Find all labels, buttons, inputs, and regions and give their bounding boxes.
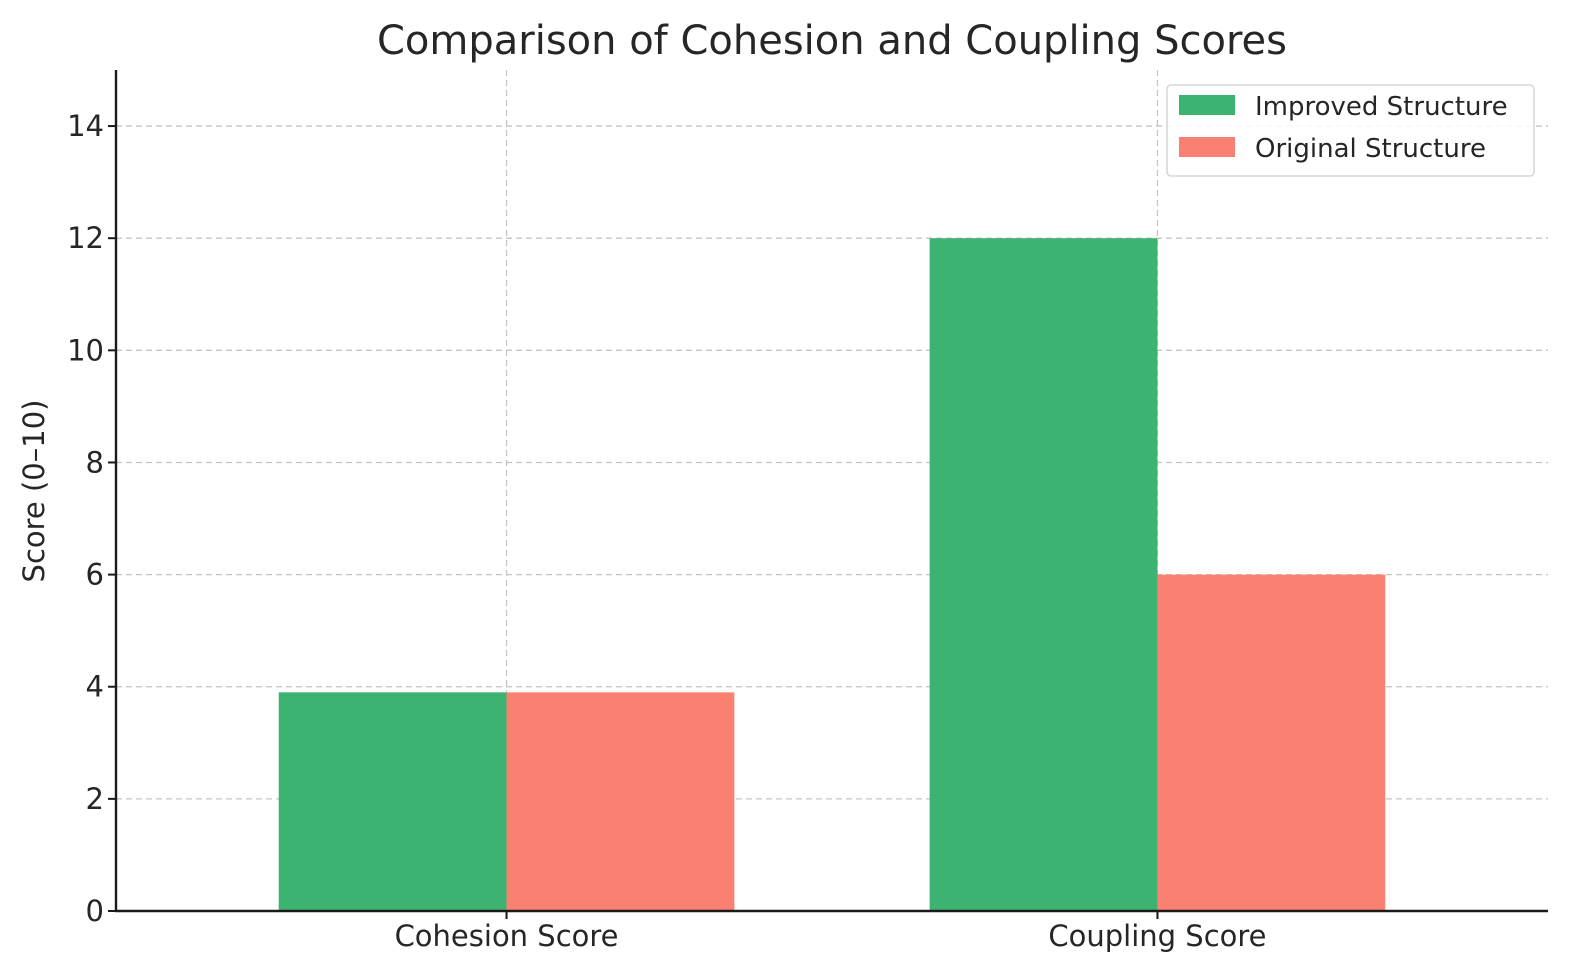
- bar-original-structure-cohesion-score: [506, 692, 735, 911]
- legend-swatch: [1179, 137, 1235, 157]
- legend: Improved Structure Original Structure: [1166, 84, 1535, 177]
- legend-label: Original Structure: [1255, 134, 1486, 164]
- legend-label: Improved Structure: [1255, 92, 1508, 122]
- bar-improved-structure-coupling-score: [929, 238, 1158, 911]
- y-tick-label: 12: [67, 221, 104, 255]
- y-tick-label: 8: [86, 445, 104, 479]
- y-tick-label: 14: [67, 109, 104, 143]
- bar-improved-structure-cohesion-score: [278, 692, 507, 911]
- x-tick-label: Cohesion Score: [395, 919, 619, 953]
- y-tick-label: 10: [67, 333, 104, 367]
- legend-swatch: [1179, 95, 1235, 115]
- y-tick-label: 2: [86, 782, 104, 816]
- y-tick-label: 0: [86, 894, 104, 928]
- x-tick-label: Coupling Score: [1048, 919, 1266, 953]
- chart-title: Comparison of Cohesion and Coupling Scor…: [377, 18, 1287, 64]
- y-tick-label: 4: [86, 670, 104, 704]
- bar-original-structure-coupling-score: [1157, 574, 1386, 911]
- bars: [278, 238, 1386, 911]
- y-axis-label: Score (0–10): [17, 400, 51, 583]
- y-tick-label: 6: [86, 558, 104, 592]
- legend-box: [1166, 84, 1535, 177]
- axes: 0 2 4 6 8 10 12 14 Cohesion Score Coupling Score: [67, 70, 1548, 953]
